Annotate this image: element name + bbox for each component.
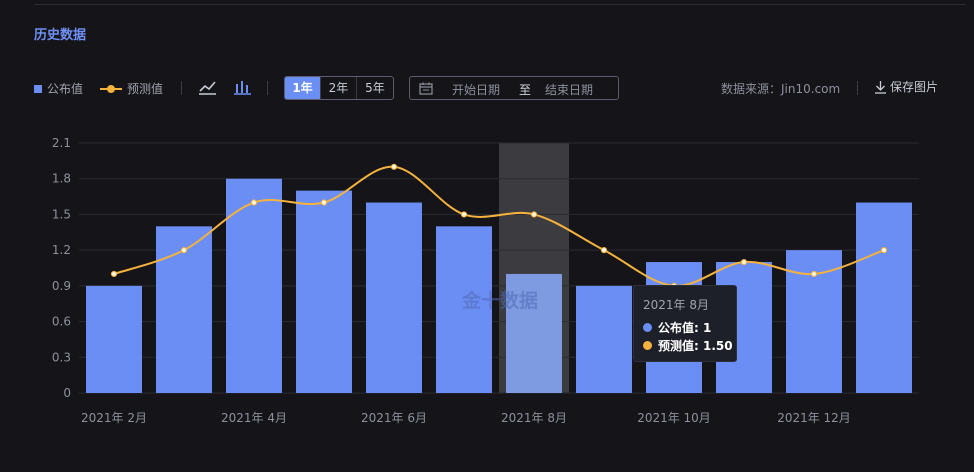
forecast-point — [390, 163, 398, 170]
legend-published-label: 公布值 — [47, 82, 84, 96]
x-tick-label: 2021年 8月 — [501, 411, 567, 425]
y-tick-label: 1.5 — [52, 207, 71, 221]
bar — [296, 190, 352, 393]
bar — [86, 285, 142, 393]
tooltip-title: 2021年 8月 — [643, 298, 709, 312]
y-tick-label: 0 — [63, 386, 71, 400]
y-tick-label: 0.9 — [52, 279, 71, 293]
x-tick-label: 2021年 2月 — [81, 411, 147, 425]
forecast-point — [740, 258, 748, 266]
bar — [506, 273, 562, 393]
forecast-point — [880, 247, 888, 254]
x-tick-label: 2021年 10月 — [637, 411, 711, 425]
x-tick-label: 2021年 12月 — [777, 411, 851, 425]
forecast-point — [810, 270, 818, 278]
tooltip-forecast-row: 预测值: 1.50 — [643, 337, 733, 354]
legend-bar-swatch — [34, 84, 42, 93]
legend-forecast[interactable]: 预测值 — [100, 80, 163, 97]
watermark: 金十数据 — [461, 289, 538, 312]
y-tick-label: 2.1 — [52, 136, 71, 150]
tooltip-published-row: 公布值: 1 — [643, 319, 711, 336]
calendar-icon — [419, 82, 433, 98]
forecast-point — [530, 211, 538, 218]
legend-line-swatch — [100, 84, 122, 94]
y-tick-label: 1.2 — [52, 243, 71, 257]
bar — [576, 285, 632, 393]
range-2y-button[interactable]: 2年 — [321, 77, 357, 99]
forecast-point — [250, 199, 258, 206]
top-divider — [34, 4, 966, 5]
forecast-point — [600, 247, 608, 254]
x-tick-label: 2021年 4月 — [221, 411, 287, 425]
range-1y-button[interactable]: 1年 — [285, 77, 321, 99]
tooltip-published-text: 公布值: 1 — [658, 321, 712, 335]
legend-published[interactable]: 公布值 — [34, 80, 83, 97]
range-selector: 1年 2年 5年 — [284, 76, 394, 100]
line-chart-icon[interactable] — [198, 78, 218, 96]
toolbar-divider — [267, 81, 268, 95]
x-tick-label: 2021年 6月 — [361, 411, 427, 425]
save-image-label: 保存图片 — [890, 80, 939, 94]
save-image-button[interactable]: 保存图片 — [874, 78, 938, 95]
page-title: 历史数据 — [34, 28, 87, 43]
start-date-input[interactable]: 开始日期 — [452, 83, 501, 97]
forecast-point — [110, 270, 118, 278]
bar — [436, 226, 492, 393]
data-source: 数据来源：Jin10.com — [721, 82, 841, 96]
bar — [156, 226, 212, 393]
bar — [366, 202, 422, 393]
bar — [856, 202, 912, 393]
bar — [226, 178, 282, 393]
y-tick-label: 0.6 — [52, 315, 71, 329]
tooltip-published-dot — [643, 323, 652, 332]
y-tick-label: 0.3 — [52, 350, 71, 364]
toolbar-divider — [857, 81, 858, 95]
forecast-point — [460, 211, 468, 218]
tooltip-forecast-dot — [643, 341, 652, 350]
legend-forecast-label: 预测值 — [127, 82, 164, 96]
end-date-input[interactable]: 结束日期 — [545, 83, 594, 97]
forecast-point — [180, 247, 188, 254]
bar-chart-icon[interactable] — [233, 78, 253, 96]
date-range-picker[interactable]: 开始日期 至 结束日期 — [409, 76, 619, 100]
y-tick-label: 1.8 — [52, 172, 71, 186]
range-5y-button[interactable]: 5年 — [365, 81, 385, 95]
date-separator: 至 — [519, 83, 532, 97]
chart-toolbar: 公布值 预测值 1年 2年 5年 — [34, 76, 940, 100]
toolbar-divider — [181, 81, 182, 95]
download-icon — [875, 80, 886, 94]
tooltip-forecast-text: 预测值: 1.50 — [658, 339, 733, 353]
chart-tooltip: 2021年 8月 公布值: 1 预测值: 1.50 — [633, 285, 737, 362]
forecast-point — [320, 199, 328, 206]
